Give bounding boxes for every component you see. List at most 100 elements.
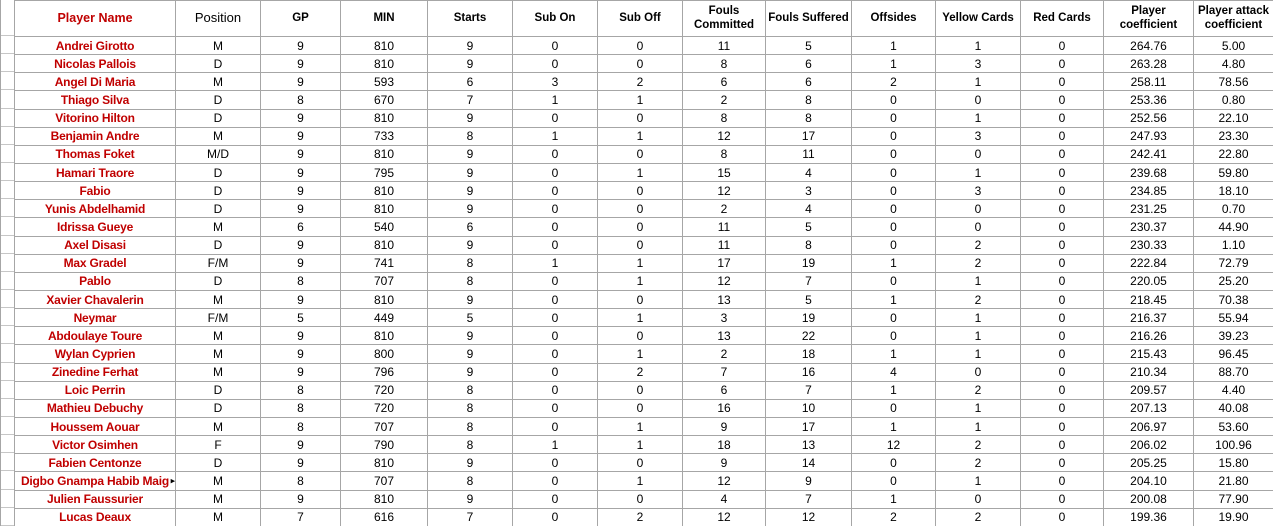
- table-cell[interactable]: 2: [683, 345, 766, 364]
- table-cell[interactable]: M: [176, 37, 261, 56]
- table-cell[interactable]: 5: [261, 309, 341, 328]
- table-cell[interactable]: 2: [936, 436, 1021, 455]
- gutter-cell[interactable]: [1, 72, 14, 91]
- table-cell[interactable]: 4.40: [1194, 381, 1273, 400]
- table-cell[interactable]: 0: [513, 109, 598, 128]
- table-cell[interactable]: M: [176, 73, 261, 92]
- table-cell[interactable]: D: [176, 454, 261, 473]
- table-cell[interactable]: 8: [261, 399, 341, 418]
- table-cell[interactable]: 9: [428, 490, 513, 509]
- table-cell[interactable]: 199.36: [1104, 508, 1194, 526]
- table-cell[interactable]: 0: [1021, 218, 1104, 237]
- table-cell[interactable]: M: [176, 363, 261, 382]
- table-cell[interactable]: M: [176, 327, 261, 346]
- table-cell[interactable]: F/M: [176, 254, 261, 273]
- table-cell[interactable]: 1: [598, 309, 683, 328]
- table-cell[interactable]: 0: [598, 37, 683, 56]
- table-cell[interactable]: 9: [428, 145, 513, 164]
- table-cell[interactable]: 9: [428, 163, 513, 183]
- table-cell[interactable]: 9: [261, 490, 341, 509]
- player-name-cell[interactable]: Zinedine Ferhat: [15, 363, 176, 382]
- column-header-position[interactable]: Position: [176, 1, 261, 37]
- column-header-starts[interactable]: Starts: [428, 1, 513, 37]
- table-cell[interactable]: 9: [261, 236, 341, 255]
- table-cell[interactable]: 0: [852, 91, 936, 110]
- table-cell[interactable]: 1: [513, 127, 598, 146]
- table-cell[interactable]: 230.37: [1104, 218, 1194, 237]
- table-cell[interactable]: 0: [513, 381, 598, 400]
- table-cell[interactable]: 1: [936, 272, 1021, 291]
- player-name-cell[interactable]: Abdoulaye Toure: [15, 327, 176, 346]
- player-name-cell[interactable]: Houssem Aouar: [15, 417, 176, 437]
- player-name-cell[interactable]: Idrissa Gueye: [15, 218, 176, 237]
- player-name-cell[interactable]: Loic Perrin: [15, 381, 176, 400]
- table-cell[interactable]: 0: [1021, 73, 1104, 92]
- table-cell[interactable]: 1: [852, 345, 936, 364]
- table-cell[interactable]: 0: [852, 109, 936, 128]
- table-cell[interactable]: 2: [936, 508, 1021, 526]
- table-cell[interactable]: 13: [683, 327, 766, 346]
- player-name-cell[interactable]: Andrei Girotto: [15, 37, 176, 56]
- table-cell[interactable]: 5: [766, 290, 852, 310]
- table-cell[interactable]: 22.10: [1194, 109, 1273, 128]
- table-cell[interactable]: 449: [341, 309, 428, 328]
- table-cell[interactable]: 4: [766, 163, 852, 183]
- player-name-cell[interactable]: Neymar: [15, 309, 176, 328]
- table-cell[interactable]: 540: [341, 218, 428, 237]
- gutter-header-cell[interactable]: [1, 0, 14, 36]
- gutter-cell[interactable]: [1, 254, 14, 272]
- player-name-cell[interactable]: Mathieu Debuchy: [15, 399, 176, 418]
- table-cell[interactable]: 9: [261, 327, 341, 346]
- gutter-cell[interactable]: [1, 272, 14, 290]
- table-cell[interactable]: 9: [428, 37, 513, 56]
- table-cell[interactable]: 800: [341, 345, 428, 364]
- table-cell[interactable]: 88.70: [1194, 363, 1273, 382]
- player-name-cell[interactable]: Vitorino Hilton: [15, 109, 176, 128]
- table-cell[interactable]: 19: [766, 254, 852, 273]
- table-cell[interactable]: 9: [261, 200, 341, 219]
- player-name-cell[interactable]: Max Gradel: [15, 254, 176, 273]
- table-cell[interactable]: 2: [598, 508, 683, 526]
- table-cell[interactable]: 1.10: [1194, 236, 1273, 255]
- gutter-cell[interactable]: [1, 181, 14, 200]
- table-cell[interactable]: 2: [598, 73, 683, 92]
- table-cell[interactable]: 0: [936, 145, 1021, 164]
- table-cell[interactable]: 810: [341, 490, 428, 509]
- table-cell[interactable]: 59.80: [1194, 163, 1273, 183]
- table-cell[interactable]: 0: [936, 91, 1021, 110]
- table-cell[interactable]: 0: [513, 55, 598, 74]
- table-cell[interactable]: 0: [513, 37, 598, 56]
- table-cell[interactable]: 0: [598, 145, 683, 164]
- table-cell[interactable]: 9: [261, 55, 341, 74]
- table-cell[interactable]: 17: [683, 254, 766, 273]
- table-cell[interactable]: 0: [513, 345, 598, 364]
- table-cell[interactable]: F/M: [176, 309, 261, 328]
- table-cell[interactable]: 0: [513, 182, 598, 201]
- table-cell[interactable]: 796: [341, 363, 428, 382]
- player-name-cell[interactable]: Yunis Abdelhamid: [15, 200, 176, 219]
- table-cell[interactable]: 23.30: [1194, 127, 1273, 146]
- table-cell[interactable]: D: [176, 109, 261, 128]
- table-cell[interactable]: 1: [936, 37, 1021, 56]
- table-cell[interactable]: 1: [936, 345, 1021, 364]
- gutter-cell[interactable]: [1, 381, 14, 399]
- table-cell[interactable]: 0: [1021, 472, 1104, 491]
- gutter-cell[interactable]: [1, 363, 14, 381]
- table-cell[interactable]: D: [176, 236, 261, 255]
- table-cell[interactable]: 7: [428, 91, 513, 110]
- table-cell[interactable]: 720: [341, 381, 428, 400]
- table-cell[interactable]: 0: [852, 399, 936, 418]
- table-cell[interactable]: 53.60: [1194, 417, 1273, 437]
- table-cell[interactable]: 16: [766, 363, 852, 382]
- column-header-red-cards[interactable]: Red Cards: [1021, 1, 1104, 37]
- table-cell[interactable]: D: [176, 200, 261, 219]
- table-cell[interactable]: 0: [852, 236, 936, 255]
- table-cell[interactable]: 8: [261, 472, 341, 491]
- table-cell[interactable]: 0: [852, 309, 936, 328]
- gutter-cell[interactable]: [1, 417, 14, 436]
- table-cell[interactable]: 810: [341, 145, 428, 164]
- table-cell[interactable]: 9: [428, 454, 513, 473]
- table-cell[interactable]: 5: [766, 37, 852, 56]
- player-name-cell[interactable]: Benjamin Andre: [15, 127, 176, 146]
- player-name-cell[interactable]: Julien Faussurier: [15, 490, 176, 509]
